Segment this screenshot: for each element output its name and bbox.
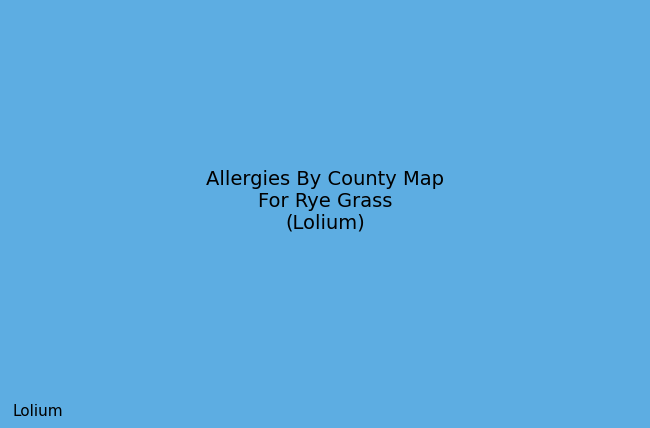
Text: Allergies By County Map
For Rye Grass
(Lolium): Allergies By County Map For Rye Grass (L… bbox=[206, 169, 444, 233]
Text: Lolium: Lolium bbox=[13, 404, 64, 419]
